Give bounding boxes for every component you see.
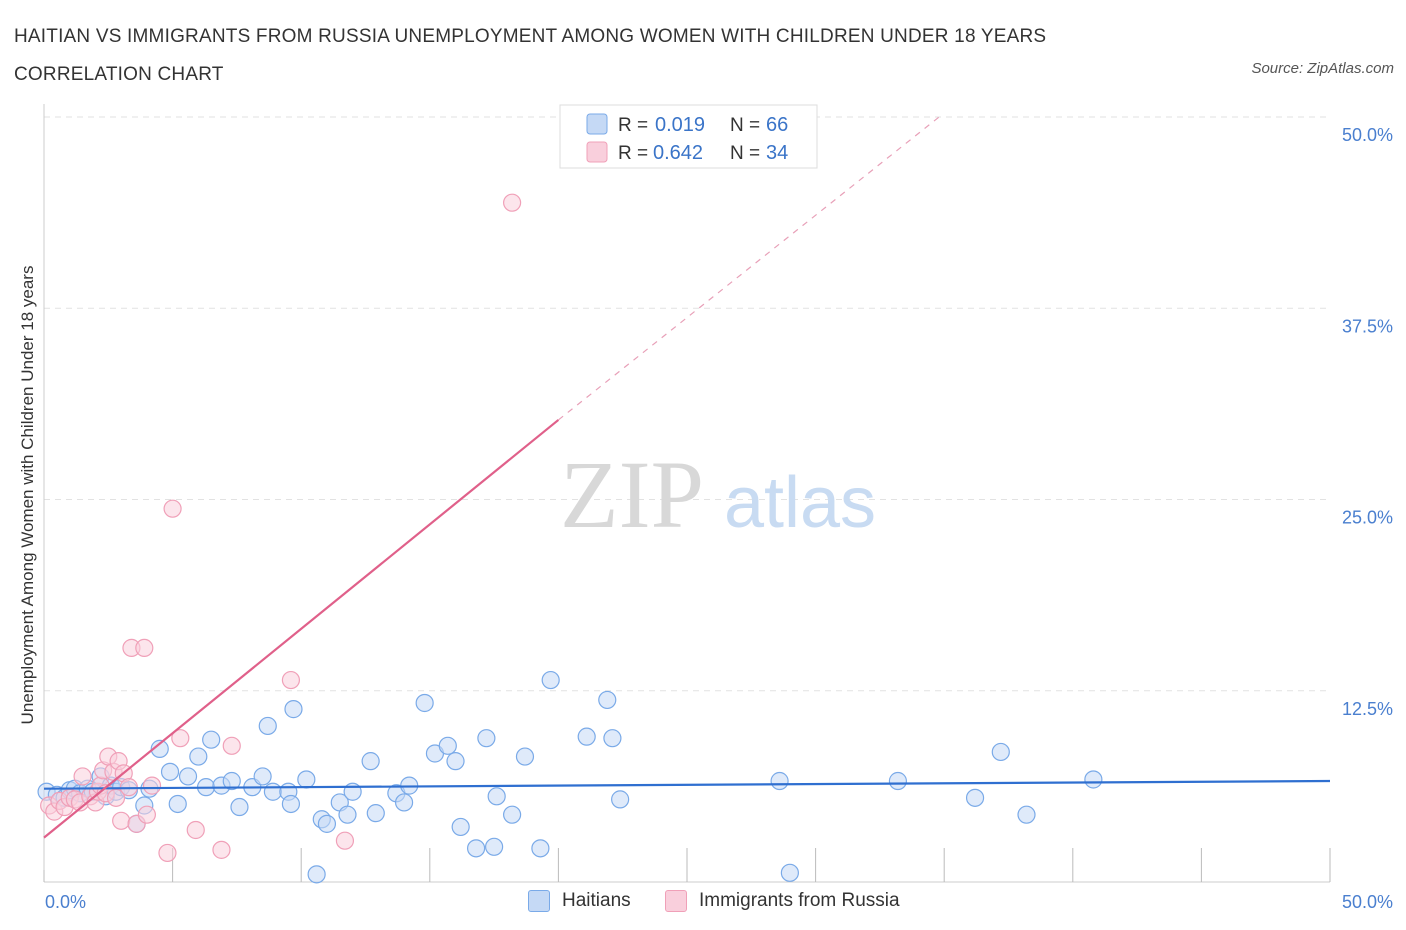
haitian-point: [394, 793, 414, 812]
haitian-point: [503, 805, 522, 824]
haitian-point: [780, 863, 799, 882]
haitian-point: [603, 729, 622, 748]
y-tick-label: 12.5%: [1342, 699, 1393, 719]
russia-point: [112, 811, 131, 830]
russia-point: [222, 736, 241, 755]
russia-point: [503, 193, 522, 212]
source-label: Source: ZipAtlas.com: [1251, 60, 1394, 77]
haitian-point: [577, 727, 596, 746]
haitian-point: [485, 837, 504, 856]
haitian-point: [307, 865, 326, 884]
russia-point: [281, 670, 301, 690]
haitian-point: [598, 690, 617, 710]
y-tick-label: 37.5%: [1342, 316, 1393, 336]
chart-title: HAITIAN VS IMMIGRANTS FROM RUSSIA UNEMPL…: [14, 26, 1047, 85]
russia-point: [171, 729, 190, 748]
haitian-point: [178, 767, 198, 786]
trend-lines: [43, 116, 1331, 839]
russia-point: [335, 831, 355, 850]
haitian-point: [451, 817, 470, 837]
watermark-atlas: atlas: [724, 463, 876, 543]
haitian-point: [446, 752, 465, 771]
russia-point: [73, 767, 92, 786]
watermark: ZIP atlas: [560, 441, 876, 548]
haitian-point: [361, 752, 380, 771]
haitian-point: [253, 767, 272, 786]
haitian-point: [888, 771, 908, 791]
x-tick-label: 0.0%: [45, 892, 86, 912]
grid-lines: [44, 116, 1330, 692]
haitian-point: [466, 839, 486, 858]
haitian-point: [965, 788, 985, 807]
haitian-point: [317, 814, 337, 833]
haitian-point: [415, 693, 434, 713]
legend-r-label-1: R =: [618, 115, 648, 136]
haitian-point: [366, 804, 385, 823]
legend-swatch: [665, 890, 687, 912]
axes: [43, 104, 1331, 883]
haitian-point: [263, 782, 283, 801]
legend-r-value-2: 0.642: [653, 142, 703, 164]
haitian-point: [1084, 770, 1103, 789]
haitian-point: [168, 794, 187, 814]
haitian-point: [541, 670, 560, 690]
russia-trend-line: [43, 419, 560, 839]
legend-r-value-1: 0.019: [655, 114, 705, 136]
legend-n-label-2: N =: [730, 143, 760, 164]
y-tick-label: 25.0%: [1342, 508, 1393, 528]
watermark-zip: ZIP: [560, 441, 704, 548]
haitian-point: [150, 739, 169, 758]
haitian-point: [531, 839, 550, 858]
haitian-point: [611, 790, 630, 809]
haitian-point: [438, 736, 457, 755]
russia-point: [135, 638, 154, 658]
x-tick-label: 50.0%: [1342, 892, 1393, 912]
russia-point: [106, 788, 126, 807]
legend-label: Haitians: [562, 890, 631, 911]
russia-point: [163, 499, 182, 518]
haitian-point: [258, 716, 277, 736]
haitian-point: [487, 787, 506, 806]
legend-n-value-2: 34: [766, 142, 788, 164]
haitian-point: [297, 770, 316, 789]
russia-trend-extension: [558, 116, 940, 421]
legend-r-label-2: R =: [618, 143, 648, 164]
haitian-point: [515, 747, 535, 766]
tick-labels: 12.5% 25.0% 37.5% 50.0% 0.0% 50.0%: [45, 125, 1393, 912]
haitian-point: [477, 729, 496, 748]
russia-point: [158, 843, 177, 863]
legend-item-russia[interactable]: Immigrants from Russia: [665, 890, 900, 912]
data-points: [37, 193, 1103, 884]
haitian-point: [770, 771, 789, 791]
legend-swatch-russia: [586, 141, 608, 163]
legend-swatch-haitians: [586, 113, 608, 135]
haitian-point: [160, 762, 180, 781]
legend-item-haitians[interactable]: Haitians: [528, 890, 631, 912]
legend-n-value-1: 66: [766, 114, 788, 136]
legend-n-label-1: N =: [730, 115, 760, 136]
haitian-point: [222, 771, 241, 791]
haitian-point: [991, 742, 1010, 762]
legend-swatch: [528, 890, 550, 912]
haitian-point: [230, 797, 249, 817]
russia-point: [212, 840, 231, 859]
russia-point: [137, 805, 156, 824]
legend-label: Immigrants from Russia: [699, 890, 900, 911]
haitian-point: [1017, 805, 1036, 824]
stats-legend: R = 0.019 N = 66 R = 0.642 N = 34: [559, 104, 818, 169]
haitian-point: [284, 700, 303, 719]
russia-point: [186, 820, 205, 840]
haitian-point: [189, 747, 208, 766]
haitian-point: [202, 730, 221, 749]
y-tick-label: 50.0%: [1342, 125, 1393, 145]
haitian-point: [338, 805, 357, 824]
haitian-trend-line: [43, 779, 1331, 790]
russia-point: [142, 776, 162, 795]
series-legend: Haitians Immigrants from Russia: [0, 886, 1406, 918]
haitian-point: [281, 794, 301, 814]
